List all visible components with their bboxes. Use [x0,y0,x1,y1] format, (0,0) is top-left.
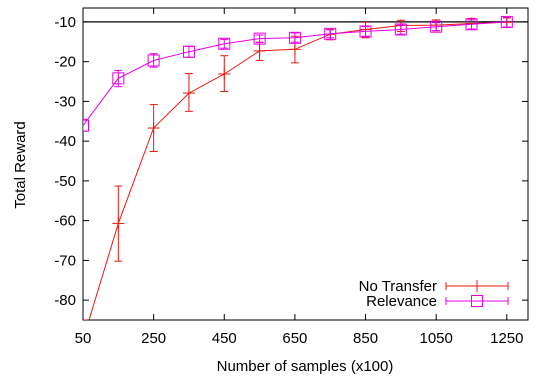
data-point [394,23,407,36]
data-point [147,122,160,135]
x-tick-label: 50 [75,330,92,347]
data-point [83,119,89,132]
legend-label: No Transfer [359,278,437,295]
data-point [253,32,266,45]
y-tick-label: -60 [54,213,76,230]
axes: -80 -70 -60 -50 -40 -30 -20 -10 50 250 450 650 850 10… [54,7,529,347]
series-relevance [83,15,513,132]
y-tick-label: -80 [54,292,76,309]
y-tick-label: -10 [54,14,76,31]
data-point [218,37,231,50]
data-point [324,27,337,40]
data-point [359,25,372,38]
legend-marker [471,295,483,307]
x-tick-label: 250 [141,330,166,347]
legend-item: Relevance [366,293,509,310]
data-point [112,72,125,85]
x-tick-label: 850 [353,330,378,347]
plot-content [83,15,513,320]
data-point [147,54,160,67]
data-point [182,87,195,100]
y-tick-label: -30 [54,93,76,110]
y-tick-label: -70 [54,252,76,269]
data-point [500,15,513,28]
y-axis-label: Total Reward [12,121,29,209]
plot-frame [82,7,529,321]
data-point [218,67,231,80]
data-point [430,20,443,33]
x-axis-label: Number of samples (x100) [217,358,394,375]
data-point [253,44,266,57]
series-no-transfer [83,16,513,320]
x-tick-label: 1250 [490,330,523,347]
y-tick-label: -20 [54,54,76,71]
y-tick-label: -50 [54,173,76,190]
data-point [182,45,195,58]
x-tick-label: 650 [282,330,307,347]
data-point [288,43,301,56]
x-tick-label: 1050 [419,330,452,347]
data-point [465,18,478,31]
series [83,15,513,320]
data-point [288,31,301,44]
data-point [112,217,125,230]
legend-label: Relevance [366,293,437,310]
legend-item: No Transfer [359,278,509,295]
series-line [88,21,507,320]
y-tick-label: -40 [54,133,76,150]
x-tick-label: 450 [212,330,237,347]
